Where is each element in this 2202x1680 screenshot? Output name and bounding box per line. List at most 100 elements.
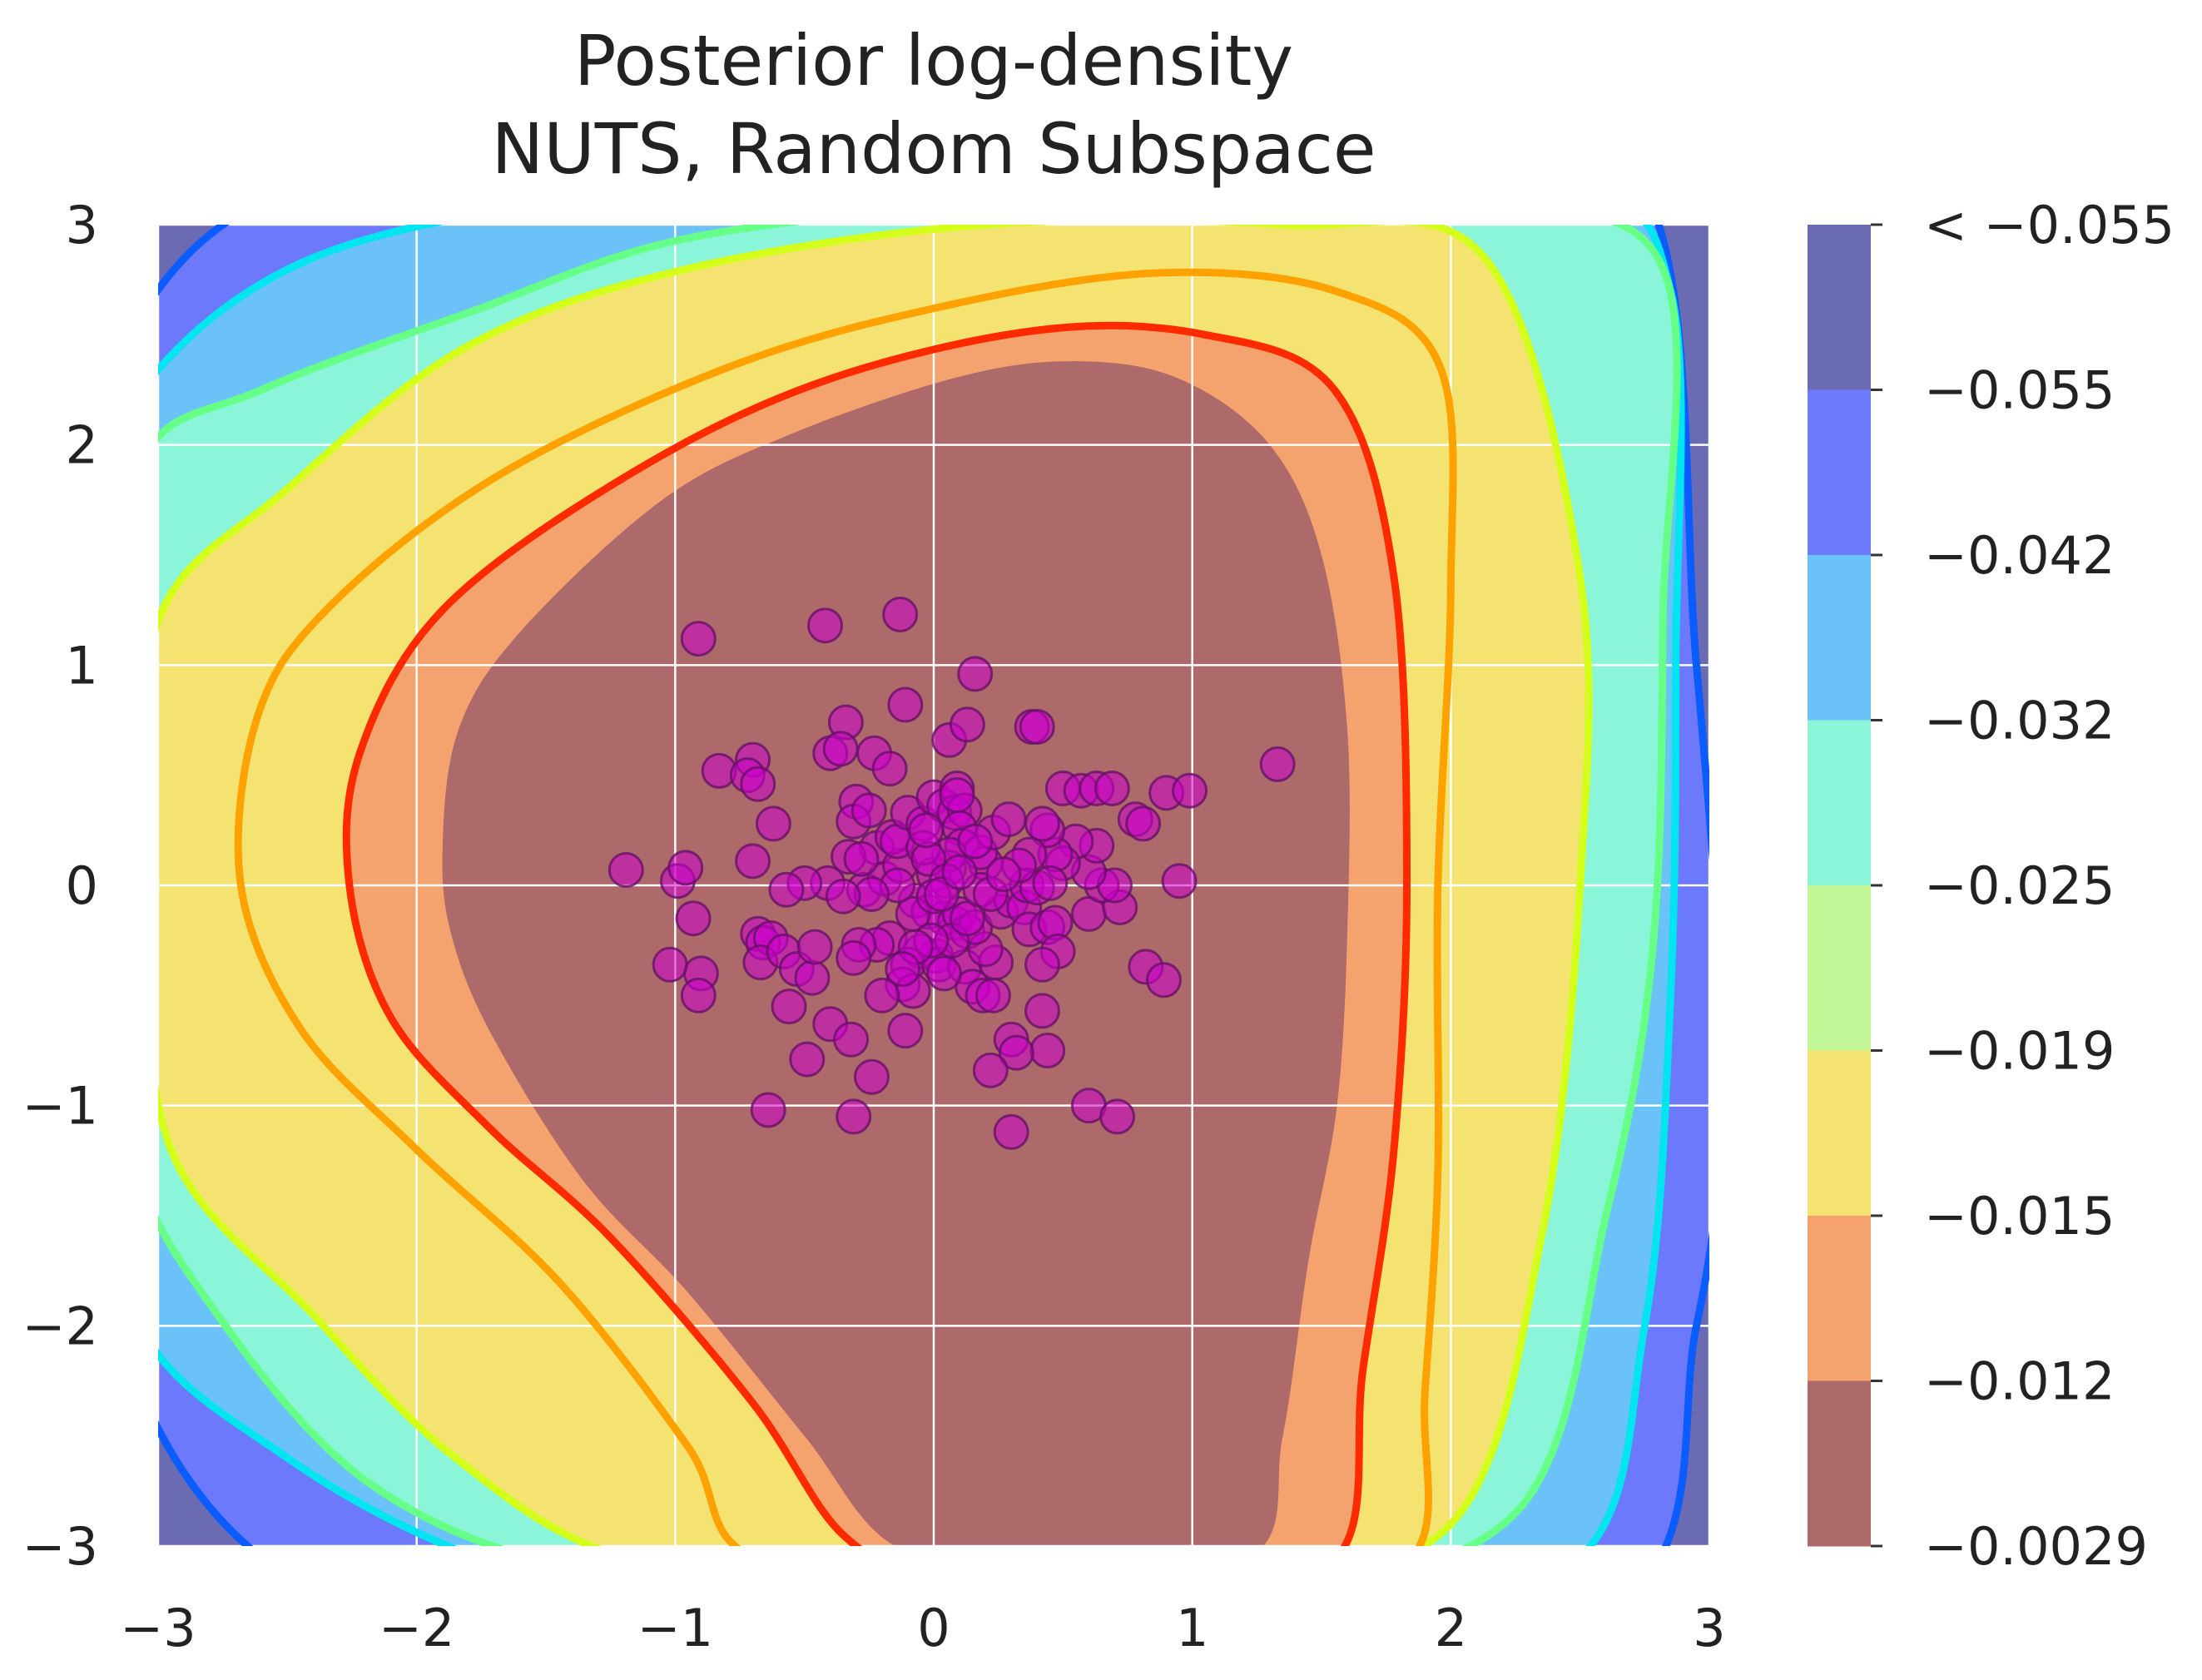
sample-point (667, 850, 704, 886)
colorbar-band (1808, 1216, 1871, 1381)
colorbar-band (1808, 720, 1871, 886)
sample-point (822, 731, 859, 767)
sample-point (851, 792, 887, 829)
sample-point (680, 977, 717, 1013)
colorbar-tick-label: −0.015 (1924, 1186, 2115, 1246)
sample-point (1125, 805, 1162, 842)
colorbar: < −0.055 −0.055 −0.042 −0.032 −0.025 −0.019 −0… (1808, 195, 2175, 1577)
sample-point (1024, 993, 1060, 1029)
y-tick-label: −3 (22, 1516, 98, 1577)
contour-line-3 (158, 225, 1681, 1546)
sample-point (957, 823, 994, 860)
colorbar-band (1808, 1380, 1871, 1547)
sample-point (1024, 946, 1060, 983)
sample-point (949, 706, 985, 743)
x-axis-ticks: −3 −2 −1 0 1 2 3 (120, 1598, 1725, 1658)
sample-point (1019, 708, 1055, 745)
contour-lines (158, 225, 1709, 1546)
sample-point (843, 840, 880, 877)
sample-point (771, 989, 807, 1025)
sample-point (885, 951, 921, 988)
sample-point (887, 686, 924, 723)
sample-point (675, 900, 712, 937)
colorbar-band (1808, 225, 1871, 390)
sample-point (957, 656, 994, 692)
y-tick-label: 2 (66, 415, 98, 476)
sample-point (925, 955, 962, 992)
sample-point (833, 1021, 870, 1058)
sample-point (1145, 962, 1182, 999)
sample-point (1172, 772, 1208, 809)
sample-point (680, 621, 717, 657)
colorbar-band (1808, 389, 1871, 556)
sample-point (768, 871, 805, 908)
sample-point (972, 1052, 1009, 1088)
sample-point (794, 959, 831, 996)
sample-point (836, 1098, 872, 1135)
contour-line-6 (234, 268, 1457, 1546)
sample-point (975, 977, 1011, 1013)
y-tick-label: 3 (66, 195, 98, 255)
sample-point (1259, 746, 1296, 782)
colorbar-tick-label: −0.032 (1924, 691, 2115, 751)
y-tick-label: −1 (22, 1076, 98, 1137)
sample-point (796, 929, 833, 965)
colorbar-tick-label: −0.025 (1924, 855, 2115, 916)
contour-line-2 (158, 225, 1685, 1546)
colorbar-tick-label: < −0.055 (1924, 195, 2175, 255)
sample-point (853, 1058, 890, 1095)
sample-point (864, 977, 900, 1013)
colorbar-tick-label: −0.042 (1924, 525, 2115, 586)
sample-point (836, 939, 872, 976)
sample-point (1032, 865, 1069, 901)
x-tick-label: −3 (120, 1598, 196, 1658)
y-tick-label: −2 (22, 1296, 98, 1356)
sample-point (789, 1041, 826, 1078)
sample-point (735, 843, 771, 880)
contour-fill-bands (158, 225, 1709, 1546)
sample-point (1094, 771, 1130, 807)
sample-point (908, 812, 945, 849)
colorbar-band (1808, 885, 1871, 1051)
colorbar-tick-label: −0.055 (1924, 360, 2115, 421)
chart-title-line-1: Posterior log-density (574, 20, 1293, 102)
sample-point (1099, 1098, 1136, 1135)
colorbar-tick-label: −0.012 (1924, 1351, 2115, 1412)
sample-point (990, 801, 1027, 838)
sample-point (871, 751, 908, 787)
sample-point (1024, 805, 1060, 842)
sample-point (750, 1092, 786, 1128)
colorbar-tick-label: −0.0029 (1924, 1516, 2148, 1577)
contour-line-7 (342, 321, 1411, 1546)
sample-point (740, 766, 776, 802)
plot-area (158, 225, 1709, 1546)
sample-point (939, 776, 975, 813)
sample-point (887, 1013, 924, 1049)
y-axis-ticks: −3 −2 −1 0 1 2 3 (22, 195, 98, 1577)
chart-title-line-2: NUTS, Random Subspace (491, 108, 1376, 190)
contour-line-1 (158, 225, 1709, 1546)
colorbar-tick-label: −0.019 (1924, 1021, 2115, 1082)
sample-point (825, 878, 861, 914)
x-tick-label: −1 (637, 1598, 713, 1658)
sample-point (755, 805, 791, 842)
sample-point (807, 607, 844, 644)
sample-point (985, 856, 1022, 893)
sample-point (652, 946, 688, 983)
x-tick-label: 2 (1435, 1598, 1467, 1658)
sample-point (1161, 863, 1198, 899)
x-tick-label: 0 (917, 1598, 950, 1658)
sample-point (998, 1034, 1034, 1071)
x-tick-label: −2 (379, 1598, 454, 1658)
y-tick-label: 0 (66, 855, 98, 916)
x-tick-label: 1 (1176, 1598, 1208, 1658)
sample-point (1029, 1033, 1066, 1068)
x-tick-label: 3 (1693, 1598, 1725, 1658)
colorbar-band (1808, 555, 1871, 721)
sample-point (608, 851, 644, 888)
sample-points (608, 596, 1296, 1150)
sample-point (941, 854, 978, 890)
colorbar-band (1808, 1050, 1871, 1217)
